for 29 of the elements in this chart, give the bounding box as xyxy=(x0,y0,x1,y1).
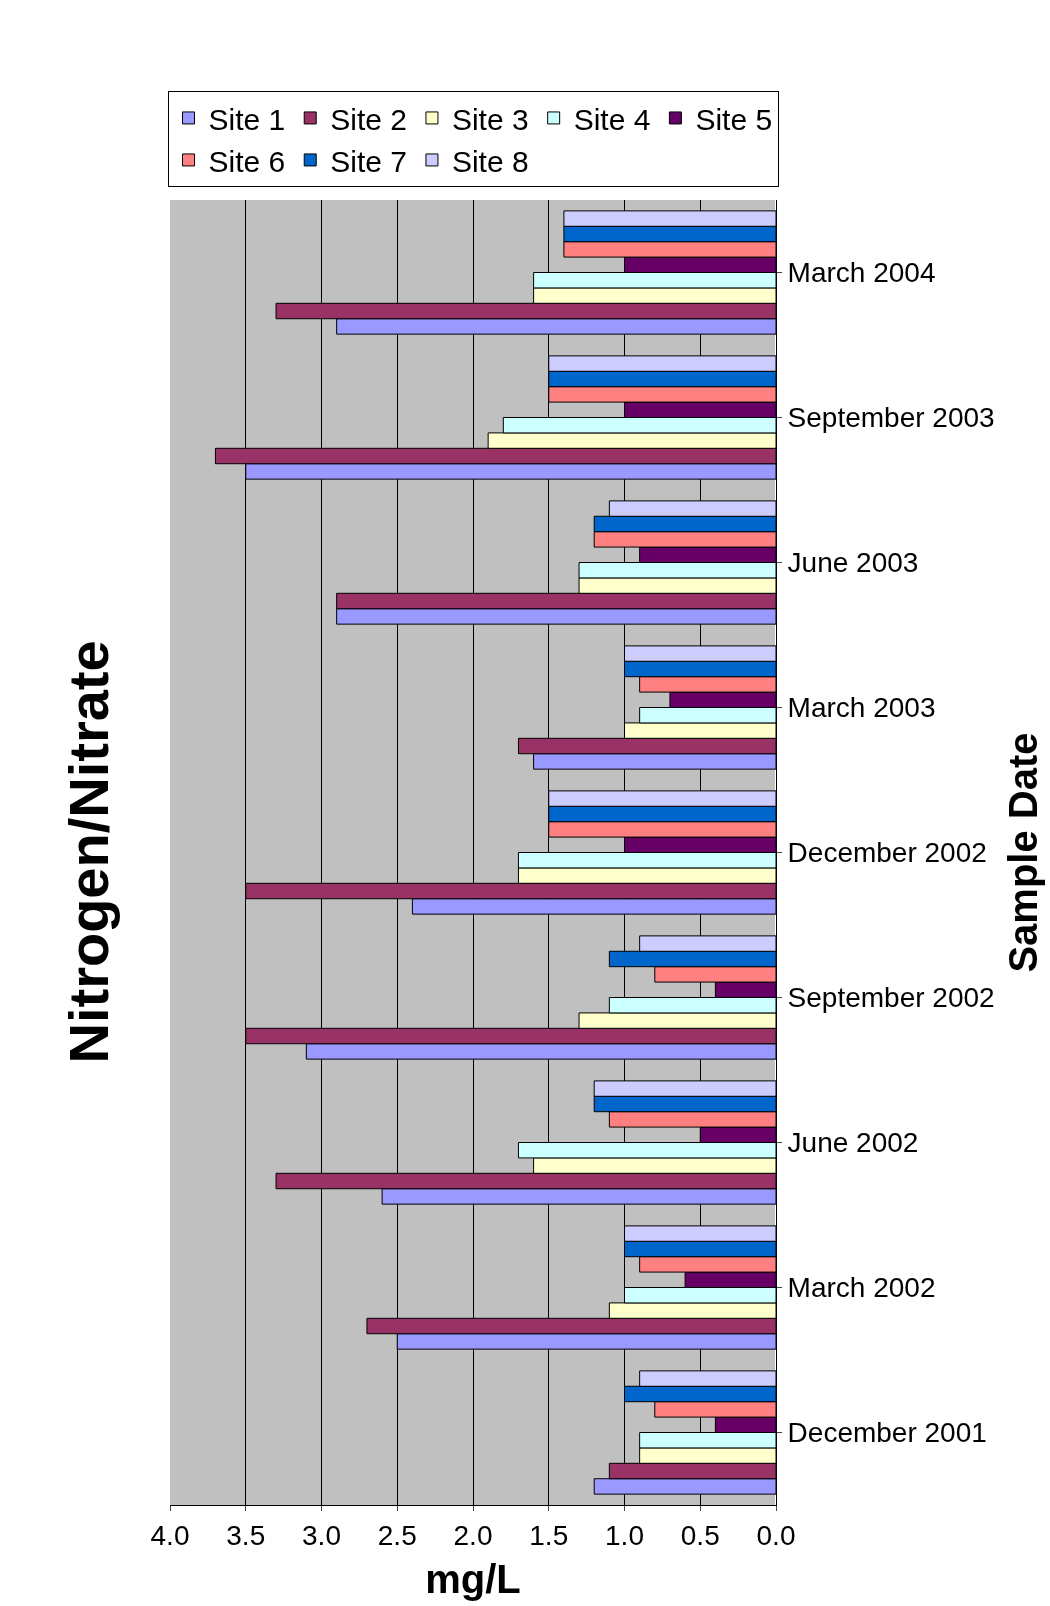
legend-label: Site 4 xyxy=(573,102,651,136)
x-tick-label: 2.5 xyxy=(377,1519,417,1551)
y-tick-label: September 2003 xyxy=(787,402,995,434)
x-tick-label: 0.0 xyxy=(756,1519,796,1551)
x-tick-label: 1.0 xyxy=(605,1519,644,1551)
legend-label: Site 3 xyxy=(451,102,529,136)
x-axis-title: mg/L xyxy=(425,1557,521,1602)
legend-label: Site 7 xyxy=(330,144,407,178)
legend-label: Site 2 xyxy=(330,102,407,136)
legend-label: Site 8 xyxy=(451,144,529,178)
y-tick-label: March 2003 xyxy=(787,692,936,724)
x-tick-label: 1.5 xyxy=(529,1519,569,1551)
y-tick-label: June 2003 xyxy=(787,547,919,579)
x-tick-label: 0.5 xyxy=(680,1519,720,1551)
y-tick-label: September 2002 xyxy=(787,982,995,1014)
legend-label: Site 5 xyxy=(695,102,773,136)
y-tick-label: June 2002 xyxy=(787,1127,919,1159)
y-tick-label: December 2001 xyxy=(787,1417,987,1449)
text: Nitrogen/Nitrate xyxy=(56,640,120,1064)
y-axis-title: Sample Date xyxy=(1001,732,1046,973)
y-tick-label: March 2002 xyxy=(787,1272,936,1304)
legend-label: Site 1 xyxy=(208,102,286,136)
x-tick-label: 3.5 xyxy=(226,1519,266,1551)
legend-label: Site 6 xyxy=(208,144,286,178)
x-tick-label: 3.0 xyxy=(302,1519,341,1551)
x-tick-label: 2.0 xyxy=(453,1519,493,1551)
y-tick-label: March 2004 xyxy=(787,257,936,289)
x-tick-label: 4.0 xyxy=(150,1519,190,1551)
y-tick-label: December 2002 xyxy=(787,837,987,869)
